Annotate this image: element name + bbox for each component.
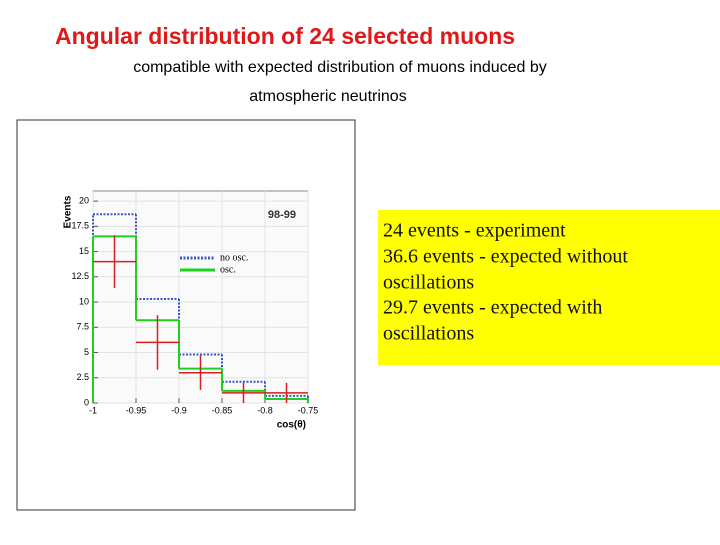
y-tick-label: 5 <box>84 347 89 357</box>
figure-frame <box>16 119 356 511</box>
annotation: 98-99 <box>268 209 296 221</box>
y-axis-title: Events <box>63 195 74 228</box>
text-box <box>378 210 720 365</box>
legend-label: no osc. <box>220 252 248 263</box>
y-tick-label: 15 <box>79 246 89 256</box>
x-tick-label: -0.8 <box>257 405 273 415</box>
legend-label: osc. <box>220 264 236 275</box>
text-line: oscillations <box>383 272 474 294</box>
text-line: 29.7 events - expected with <box>383 297 602 319</box>
y-tick-label: 2.5 <box>76 372 89 382</box>
x-tick-label: -0.85 <box>212 405 233 415</box>
y-tick-label: 12.5 <box>71 271 89 281</box>
y-tick-label: 7.5 <box>76 322 89 332</box>
x-tick-label: -0.95 <box>126 405 147 415</box>
text-line: oscillations <box>383 323 474 345</box>
x-tick-label: -0.75 <box>298 405 319 415</box>
text-line: 24 events - experiment <box>383 220 566 242</box>
text-line: 36.6 events - expected without <box>383 246 628 268</box>
y-tick-label: 20 <box>79 195 89 205</box>
y-tick-label: 17.5 <box>71 221 89 231</box>
subtitle-line: atmospheric neutrinos <box>249 88 406 105</box>
y-tick-label: 0 <box>84 397 89 407</box>
y-tick-label: 10 <box>79 296 89 306</box>
subtitle-line: compatible with expected distribution of… <box>133 59 547 76</box>
slide-title: Angular distribution of 24 selected muon… <box>55 23 515 49</box>
x-axis-title: cos(θ) <box>277 420 306 431</box>
x-tick-label: -0.9 <box>171 405 187 415</box>
x-tick-label: -1 <box>89 405 97 415</box>
